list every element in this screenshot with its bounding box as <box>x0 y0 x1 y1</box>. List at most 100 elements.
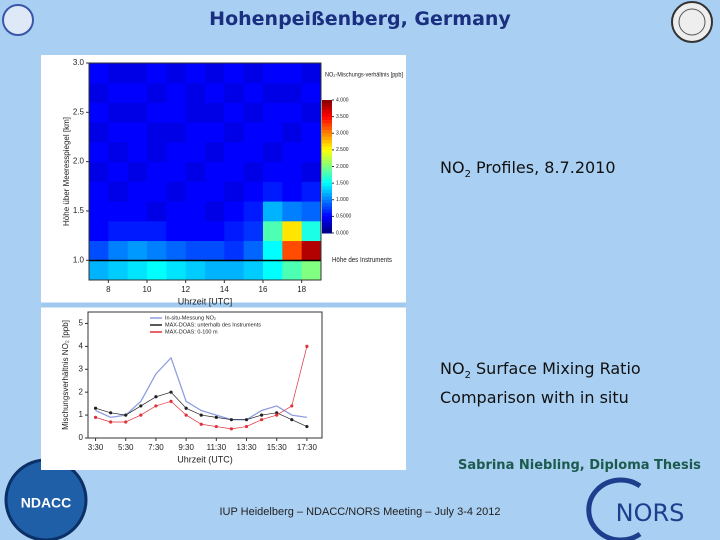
heat-cell <box>89 63 109 84</box>
heat-cell <box>282 161 303 182</box>
heat-cell <box>243 63 264 84</box>
heat-cell <box>89 181 109 202</box>
point <box>244 418 249 422</box>
plot-frame <box>88 62 322 281</box>
colorbar-step <box>322 176 332 181</box>
x-tick-label: 18 <box>297 285 306 294</box>
colorbar-step <box>322 106 332 111</box>
author: Sabrina Niebling, Diploma Thesis <box>458 458 701 473</box>
heat-cell <box>127 82 148 103</box>
colorbar-step <box>322 193 332 197</box>
colorbar-label: 2.500 <box>336 147 349 153</box>
heat-cell <box>263 260 283 281</box>
logo-text: NORS <box>616 499 685 527</box>
colorbar-step <box>322 116 332 121</box>
heat-cell <box>243 122 264 143</box>
heat-cell <box>205 240 225 261</box>
heat-cell <box>205 161 225 182</box>
logo-seal <box>671 1 713 43</box>
heat-cell <box>147 82 167 103</box>
heat-cell <box>263 102 283 123</box>
colorbar-step <box>322 223 332 227</box>
heat-cell <box>263 181 283 202</box>
heat-cell <box>166 181 187 202</box>
heat-cell <box>263 161 283 182</box>
x-tick-label: 7:30 <box>148 443 164 452</box>
x-tick-label: 10 <box>143 285 152 294</box>
heat-cell <box>127 141 148 163</box>
heat-cell <box>205 63 225 84</box>
heat-cell <box>243 260 264 281</box>
point <box>214 415 218 419</box>
heat-cell <box>301 260 322 281</box>
point <box>109 411 113 415</box>
x-tick-label: 9:30 <box>178 443 194 452</box>
heat-cell <box>108 181 129 202</box>
point <box>290 418 294 422</box>
heat-cell <box>147 260 167 281</box>
point <box>229 418 234 422</box>
y-tick-label: 2.5 <box>73 107 85 116</box>
heat-cell <box>205 82 225 103</box>
point <box>260 418 264 422</box>
heat-cell <box>263 220 283 242</box>
heat-cell <box>243 161 264 182</box>
heat-cell <box>301 63 322 84</box>
heat-cell <box>224 240 245 261</box>
colorbar-step <box>322 139 332 144</box>
text: NO <box>440 158 465 177</box>
heat-cell <box>243 220 264 242</box>
legend-label: MAX-DOAS: unterhalb des Instruments <box>165 322 261 328</box>
heat-cell <box>205 181 225 202</box>
heat-cell <box>282 181 303 202</box>
x-tick-label: 8 <box>106 285 111 294</box>
heat-cell <box>166 102 187 123</box>
heat-cell <box>282 63 303 84</box>
colorbar-step <box>322 203 332 207</box>
heat-cell <box>301 122 322 143</box>
heat-cell <box>108 201 129 222</box>
colorbar-step <box>322 189 332 194</box>
heat-cell <box>282 201 303 222</box>
y-tick-label: 3.0 <box>73 58 85 67</box>
heat-cell <box>263 201 283 222</box>
colorbar-title: NO₂-Mischungs-verhältnis [ppb] <box>325 72 403 79</box>
annotation: Höhe des Instruments <box>332 257 392 264</box>
subscript: 2 <box>464 370 471 382</box>
heat-cell <box>243 240 264 261</box>
heat-cell <box>185 122 206 143</box>
colorbar-step <box>322 219 332 224</box>
heat-cell <box>127 260 148 281</box>
point <box>124 420 128 424</box>
point <box>93 415 98 419</box>
colorbar-step <box>322 229 332 234</box>
heat-cell <box>185 220 206 242</box>
y-axis-label: Mischungsverhältnis NO₂ [ppb] <box>61 320 70 430</box>
colorbar-step <box>322 100 332 104</box>
x-tick-label: 16 <box>259 285 268 294</box>
colorbar-step <box>322 163 332 167</box>
footer: IUP Heidelberg – NDACC/NORS Meeting – Ju… <box>219 506 501 518</box>
x-axis-label: Uhrzeit [UTC] <box>178 296 233 306</box>
heat-cell <box>147 240 167 261</box>
plot-frame <box>87 311 323 439</box>
colorbar-step <box>322 113 332 118</box>
heat-cell <box>205 102 225 123</box>
colorbar-step <box>322 149 332 154</box>
colorbar-step <box>322 126 332 131</box>
heat-cell <box>185 141 206 163</box>
heat-cell <box>263 240 283 261</box>
heat-cell <box>301 82 322 103</box>
heat-cell <box>108 240 129 261</box>
heat-cell <box>205 122 225 143</box>
heat-cell <box>166 161 187 182</box>
point <box>275 413 279 417</box>
heat-cell <box>282 260 303 281</box>
heat-cell <box>127 240 148 261</box>
point <box>260 413 264 417</box>
colorbar-label: 0.000 <box>336 230 349 236</box>
heat-cell <box>89 161 109 182</box>
heat-cell <box>224 82 245 103</box>
heat-cell <box>108 122 129 143</box>
